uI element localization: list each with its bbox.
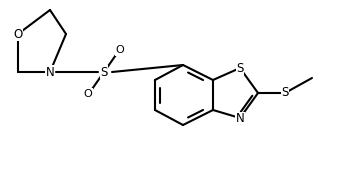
Text: O: O (84, 89, 92, 99)
Text: S: S (281, 87, 289, 100)
Text: O: O (116, 45, 124, 55)
Text: S: S (236, 62, 244, 75)
Text: N: N (236, 113, 245, 126)
Text: S: S (100, 66, 108, 78)
Text: O: O (13, 28, 23, 41)
Text: N: N (45, 66, 54, 78)
